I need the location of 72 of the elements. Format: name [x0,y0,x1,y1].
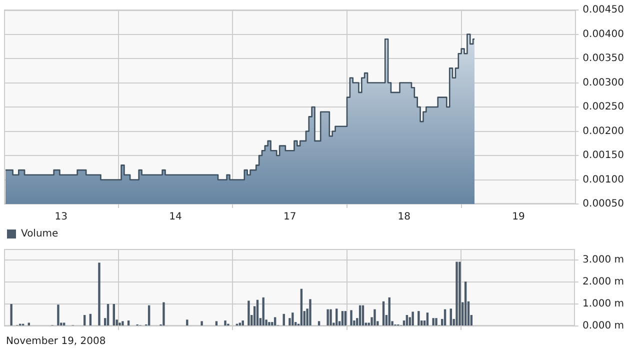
bar [374,309,376,326]
bar [62,322,66,326]
bar [10,304,12,326]
x-tick-label: 17 [283,212,296,223]
x-tick-label: 14 [169,212,182,223]
y-tick-label: 3.000 m [582,254,624,266]
y-tick-label: 0.00150 [582,150,624,162]
bar [118,322,121,326]
bar [330,309,332,326]
bar [318,321,320,326]
bar [106,304,110,326]
bar [256,300,259,326]
bar [309,299,312,326]
bar [336,308,338,326]
y-tick-label: 0.00450 [582,4,624,16]
y-tick-label: 0.00300 [582,77,624,88]
bar [98,262,100,326]
bar [341,311,344,326]
bar [224,320,226,326]
bar [412,312,414,326]
x-tick-label: 13 [54,212,68,223]
bar [358,305,362,326]
bar [435,318,438,326]
x-tick-label: 19 [512,212,525,223]
legend-label: Volume [21,228,58,240]
bar [162,302,165,326]
bar [426,312,429,326]
bar [127,320,130,326]
bar [89,314,92,326]
text: November 19, 2008 [5,336,107,348]
y-tick-label: 0.00200 [582,126,624,137]
bar [238,322,242,326]
bar [28,322,30,326]
y-tick-label: 0.00250 [582,102,624,113]
bar [456,262,458,326]
bar [382,301,385,326]
bar [57,304,60,326]
x-tick-label: 18 [398,212,411,223]
y-tick-label: 0.00400 [582,28,624,40]
bar [112,304,115,326]
y-tick-label: 1.000 m [582,298,624,310]
bar [268,322,270,326]
bar [148,305,150,326]
bar [262,297,264,326]
bar [444,309,446,326]
bar [282,314,285,326]
y-tick-label: 2.000 m [582,276,624,288]
bar [388,297,390,326]
bar [242,320,244,326]
bar [122,321,124,326]
bar [344,311,347,326]
bar [326,309,329,326]
y-tick-label: 0.00100 [582,174,624,186]
bar [215,321,218,326]
y-tick-label: 0.00350 [582,53,624,64]
bar [300,288,303,326]
bar [450,308,452,326]
bar [248,300,250,326]
bar [83,315,86,326]
bar [200,321,203,326]
bar [362,305,364,326]
bar [406,315,408,326]
bar [418,311,420,326]
bar [274,317,276,326]
bar [186,320,188,326]
y-tick-label: 0.000 m [582,320,624,332]
y-tick-label: 0.00050 [582,198,624,210]
bar [350,310,352,326]
bar [292,312,294,326]
bar [464,282,467,326]
bar [458,262,461,326]
bar [432,318,434,326]
